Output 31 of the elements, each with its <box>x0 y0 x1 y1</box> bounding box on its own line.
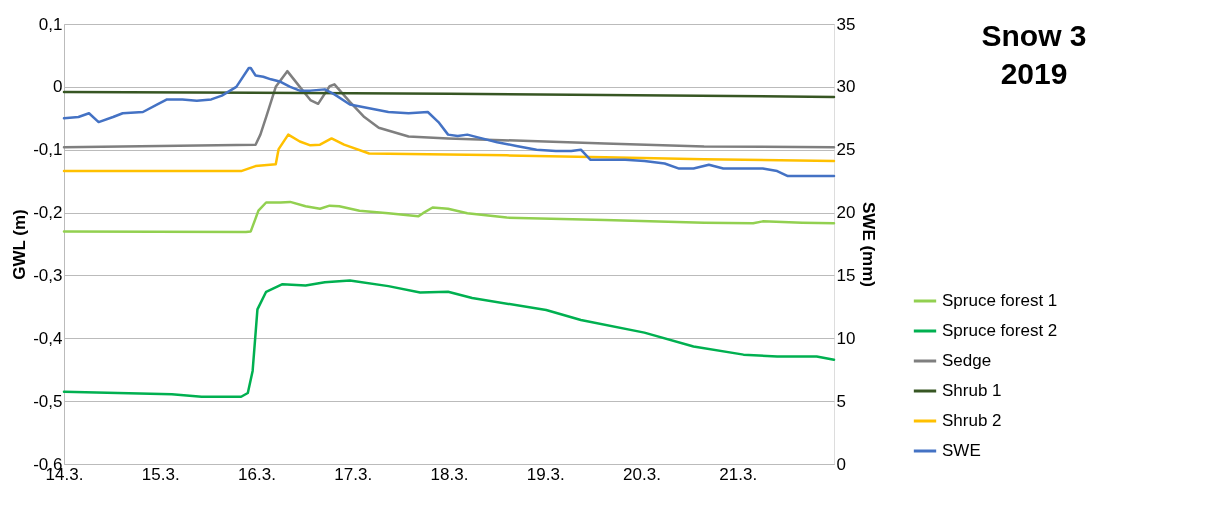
y-tick-label: 0 <box>53 77 63 97</box>
y-tick-label: -0,2 <box>33 203 63 223</box>
y-tick-label: -0,1 <box>33 140 63 160</box>
x-tick-label: 15.3. <box>141 464 180 484</box>
y2-tick-label: 0 <box>836 454 846 474</box>
y-axis-title: GWL (m) <box>10 209 30 280</box>
y-tick-label: -0,5 <box>33 391 63 411</box>
y2-tick-label: 5 <box>836 391 846 411</box>
legend-label: Spruce forest 2 <box>942 321 1058 340</box>
x-tick-label: 21.3. <box>719 464 758 484</box>
x-tick-label: 16.3. <box>238 464 276 484</box>
y2-tick-label: 10 <box>836 328 856 348</box>
text: Snow 3 2019 <box>981 19 1087 90</box>
y-tick-label: 0,1 <box>38 14 63 34</box>
y-tick-label: -0,3 <box>33 265 63 285</box>
legend-label: Shrub 1 <box>942 381 1002 400</box>
x-tick-label: 18.3. <box>430 464 469 484</box>
x-tick-label: 17.3. <box>334 464 373 484</box>
legend-label: Sedge <box>942 351 992 370</box>
y2-tick-label: 35 <box>836 14 856 34</box>
x-tick-label: 20.3. <box>623 464 661 484</box>
legend-label: Spruce forest 1 <box>942 291 1058 310</box>
y2-tick-label: 15 <box>836 265 856 285</box>
y2-tick-label: 30 <box>836 77 856 97</box>
y-tick-label: -0,4 <box>33 328 63 348</box>
y2-tick-label: 25 <box>836 140 856 160</box>
y2-tick-label: 20 <box>836 203 856 223</box>
legend-label: SWE <box>942 441 981 460</box>
y2-axis-title: SWE (mm) <box>859 202 879 287</box>
x-tick-label: 19.3. <box>526 464 565 484</box>
legend-label: Shrub 2 <box>942 411 1002 430</box>
